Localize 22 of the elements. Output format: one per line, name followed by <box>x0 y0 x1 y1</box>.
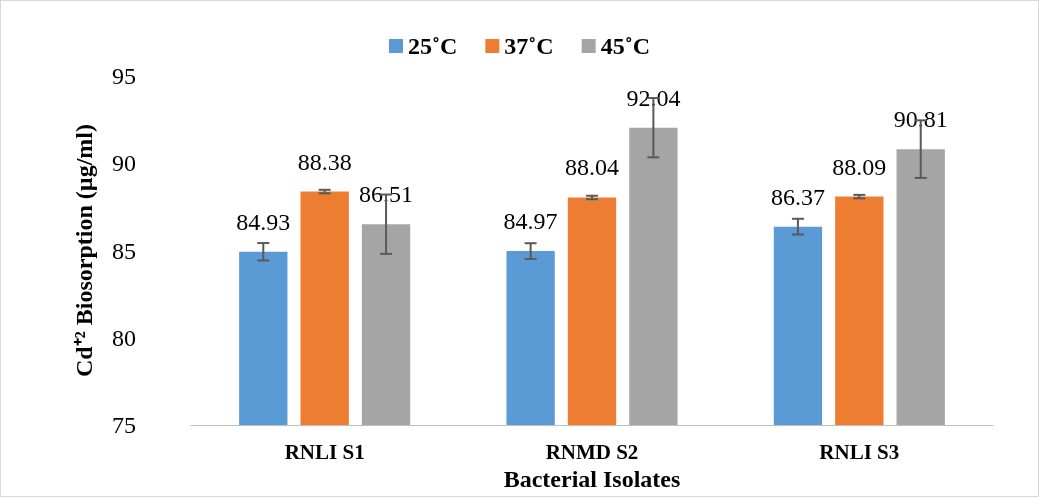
x-axis-title: Bacterial Isolates <box>503 466 681 492</box>
legend-label: 25˚C <box>408 33 458 59</box>
data-label: 88.04 <box>565 154 619 181</box>
data-label: 86.51 <box>359 181 414 208</box>
y-tick-label: 85 <box>112 237 136 264</box>
data-label: 88.09 <box>832 153 887 180</box>
x-tick-label: RNMD S2 <box>545 439 639 464</box>
y-axis-title: Cd⁺² Biosorption (µg/ml) <box>71 124 97 378</box>
y-tick-label: 75 <box>112 412 136 439</box>
y-tick-label: 95 <box>112 63 136 89</box>
data-label: 88.38 <box>297 148 352 175</box>
legend-label: 45˚C <box>600 33 650 59</box>
y-tick-label: 90 <box>112 150 136 177</box>
data-label: 86.37 <box>770 183 825 210</box>
data-label: 84.93 <box>236 208 291 235</box>
data-label: 90.81 <box>893 106 948 133</box>
x-tick-label: RNLI S3 <box>819 439 900 464</box>
y-tick-label: 80 <box>112 324 136 351</box>
data-label: 84.97 <box>503 208 558 235</box>
legend-label: 37˚C <box>504 33 554 59</box>
x-tick-label: RNLI S1 <box>284 439 365 464</box>
data-label: 92.04 <box>626 84 681 111</box>
